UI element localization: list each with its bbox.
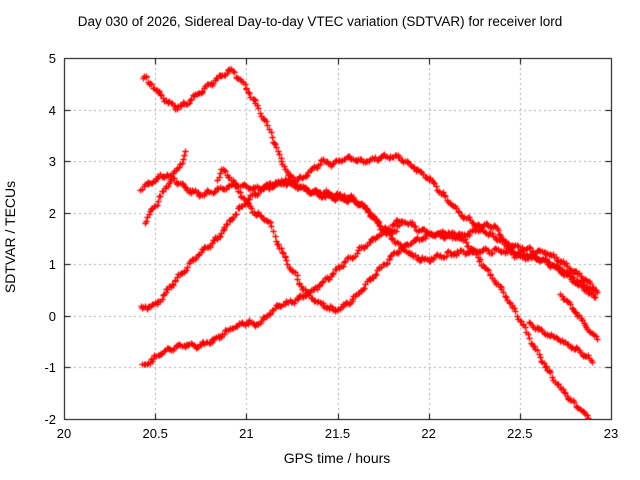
y-tick-label: 2 bbox=[48, 205, 56, 221]
x-tick-label: 20.5 bbox=[142, 426, 168, 441]
x-tick-label: 21.5 bbox=[324, 426, 351, 441]
x-tick-label: 22 bbox=[421, 426, 436, 441]
y-tick-label: 1 bbox=[48, 257, 56, 273]
x-tick-label: 20 bbox=[56, 426, 72, 441]
x-tick-label: 21 bbox=[239, 426, 254, 441]
y-tick-label: -2 bbox=[44, 412, 56, 427]
y-tick-label: 5 bbox=[48, 51, 56, 66]
y-tick-label: 3 bbox=[48, 154, 56, 170]
y-tick-label: 4 bbox=[48, 102, 56, 118]
y-tick-label: -1 bbox=[44, 360, 56, 376]
x-tick-label: 22.5 bbox=[507, 426, 533, 441]
y-tick-label: 0 bbox=[48, 308, 56, 324]
x-tick-label: 23 bbox=[603, 426, 619, 441]
x-axis-label: GPS time / hours bbox=[283, 450, 391, 466]
chart-title: Day 030 of 2026, Sidereal Day-to-day VTE… bbox=[77, 14, 563, 29]
